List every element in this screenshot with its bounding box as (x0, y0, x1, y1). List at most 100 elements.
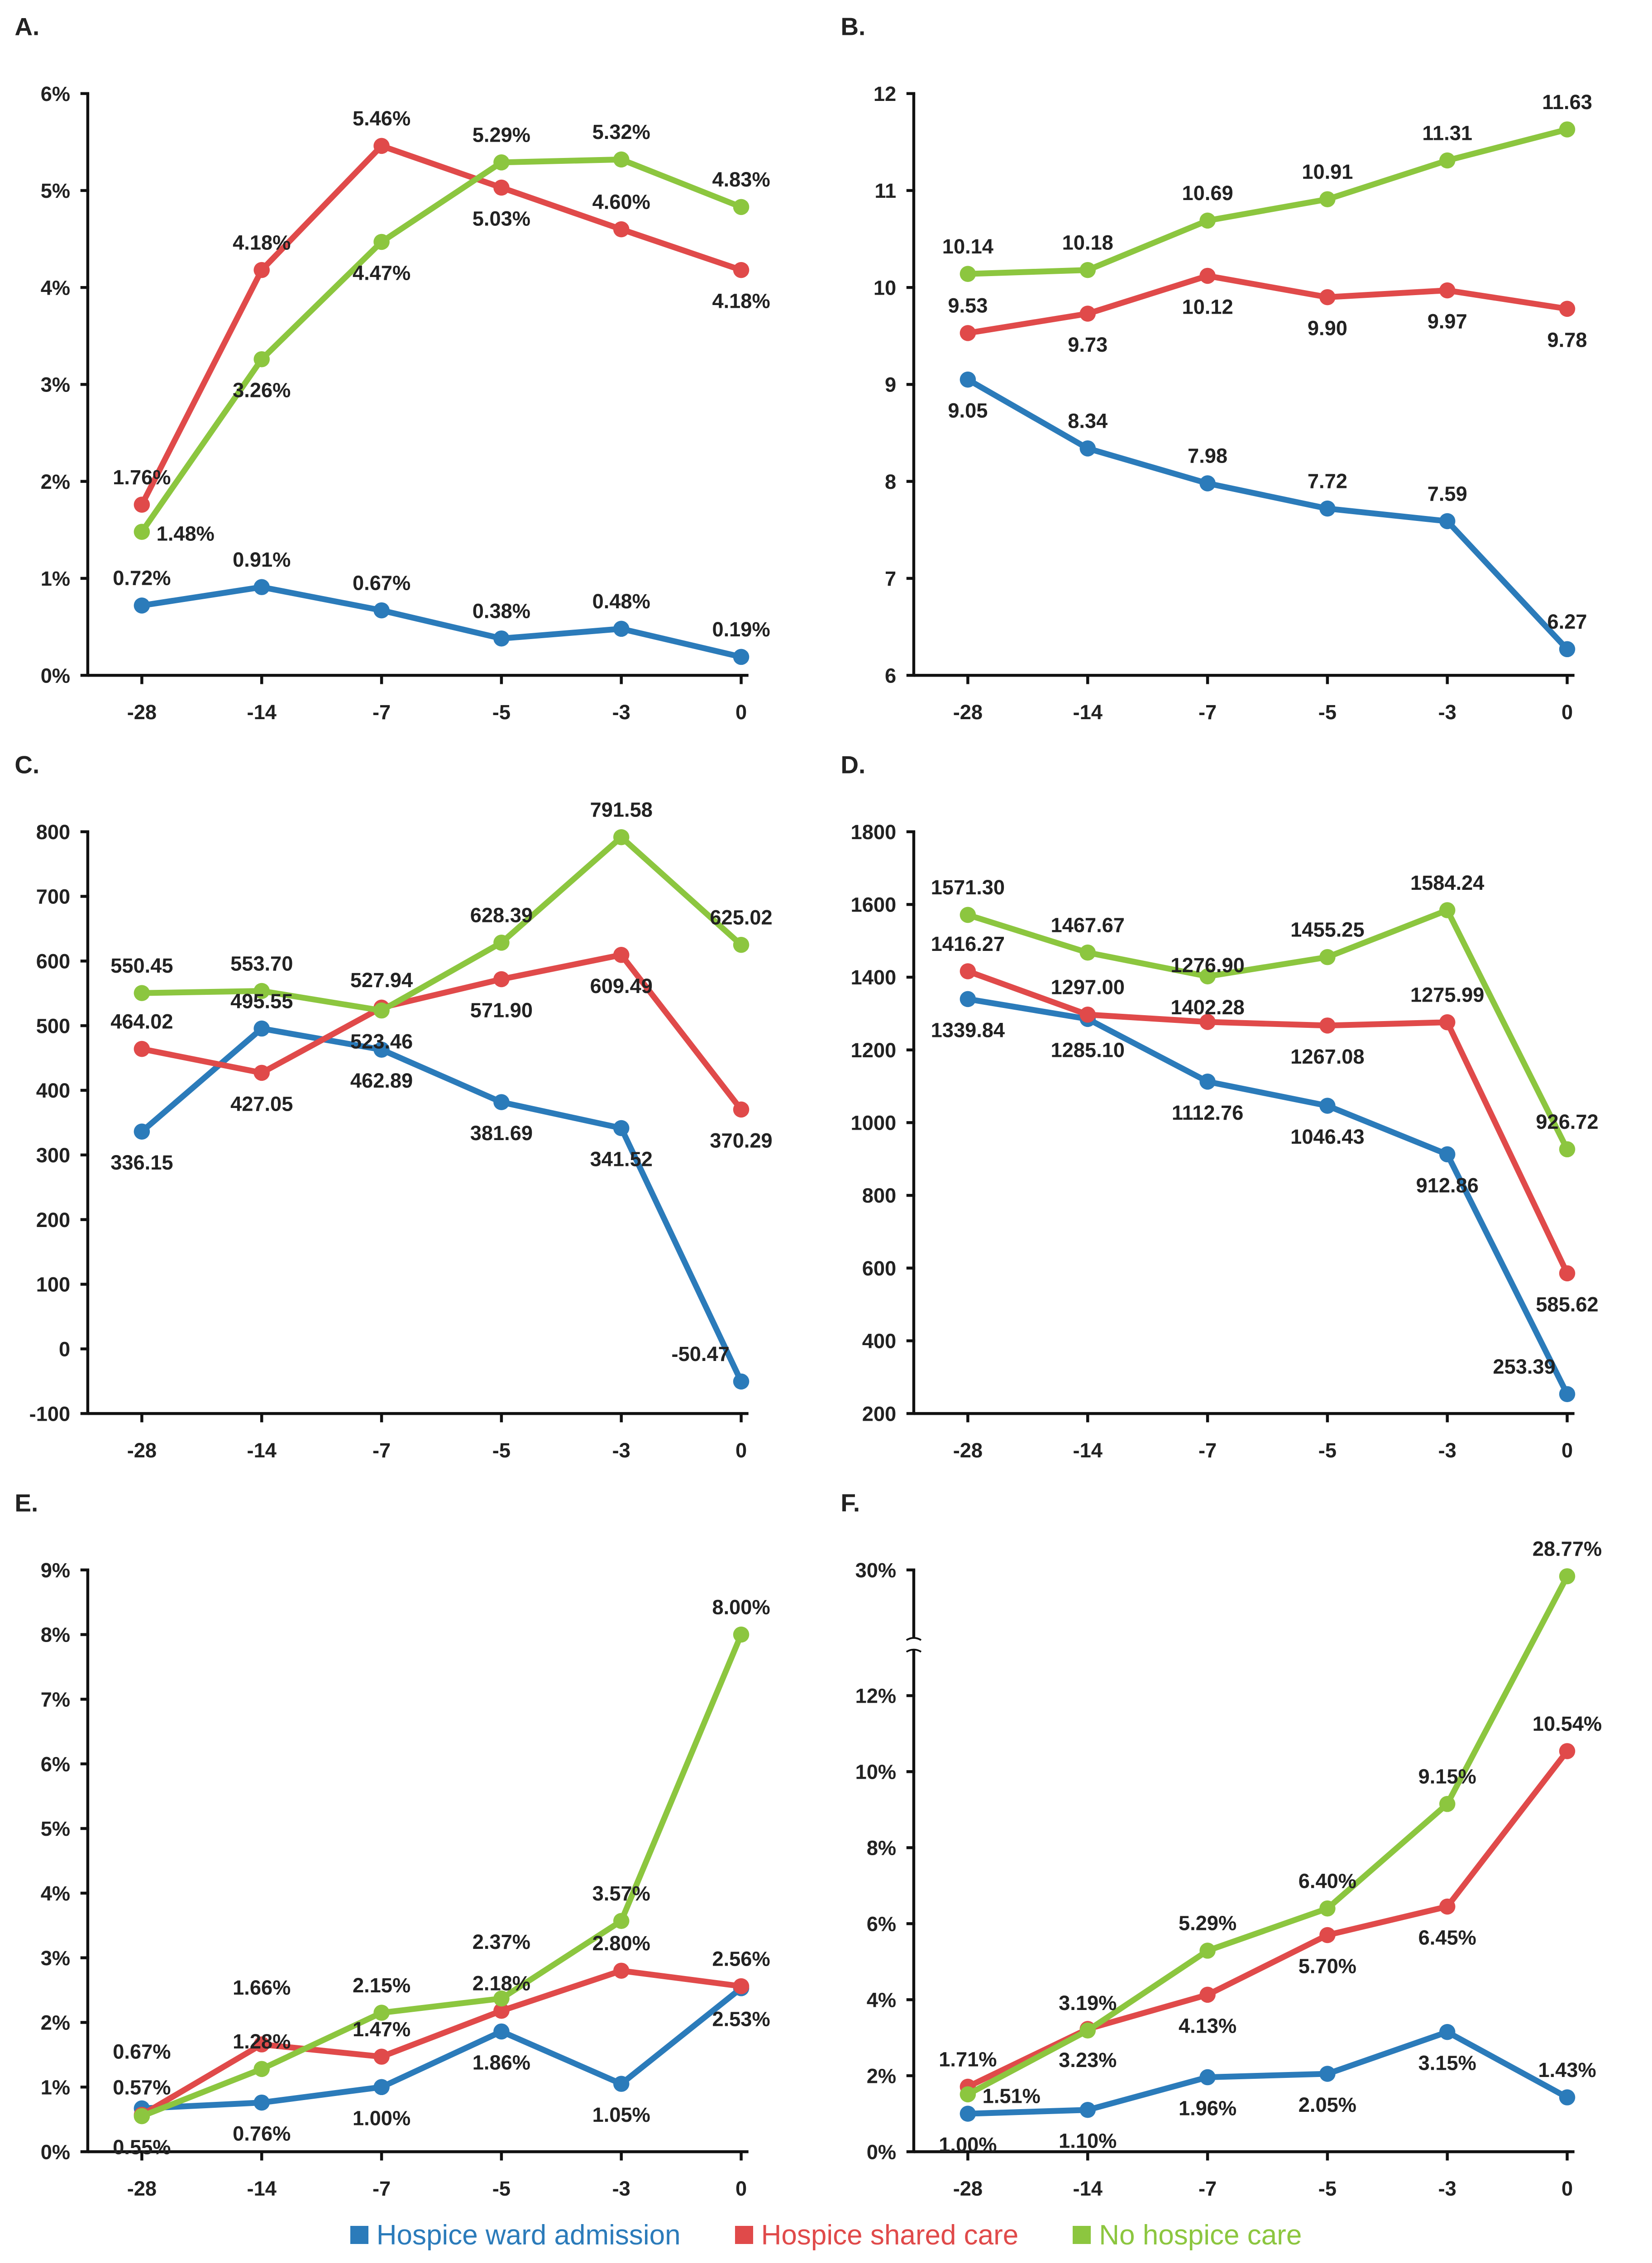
data-label: 527.94 (350, 969, 413, 992)
legend-swatch (735, 2226, 753, 2244)
data-point (613, 621, 630, 637)
data-point (1199, 267, 1216, 284)
data-point (253, 579, 270, 595)
data-point (613, 1962, 630, 1979)
data-point (960, 325, 976, 341)
data-point (1199, 212, 1216, 229)
x-tick-label: 0 (1561, 701, 1573, 724)
data-label: 7.59 (1428, 482, 1467, 505)
chart-a: A. 0% 1% 2% 3% 4% 5% 6% -28 -14 -7 -5 -3 0 0.72% 0.91% 0… (14, 13, 770, 724)
data-label: 1297.00 (1051, 976, 1125, 999)
y-tick-label: 10 (874, 276, 896, 299)
data-point (733, 1978, 750, 1995)
data-label: 1.86% (473, 2051, 530, 2074)
data-label: 4.47% (353, 261, 411, 284)
data-label: 2.53% (712, 2008, 770, 2031)
data-point (1439, 513, 1456, 530)
data-point (1559, 301, 1576, 317)
series-line-no-hospice-care (139, 156, 742, 534)
data-point (134, 985, 150, 1001)
x-tick-label: -28 (953, 1439, 983, 1462)
data-point (253, 1020, 270, 1037)
data-label: 1.71% (939, 2048, 997, 2071)
x-tick-label: -7 (372, 2177, 391, 2200)
data-label: 462.89 (350, 1069, 413, 1092)
y-tick-label: 8% (41, 1623, 70, 1647)
y-tick-label: 9 (885, 373, 896, 396)
x-tick-label: -14 (1073, 2177, 1103, 2200)
series-line-hospice-ward-admission (967, 996, 1570, 1396)
data-point (253, 2094, 270, 2111)
series-line-hospice-shared-care (966, 1749, 1570, 2090)
data-label: 791.58 (590, 798, 653, 821)
data-point (134, 597, 150, 614)
data-label: 585.62 (1536, 1293, 1598, 1316)
series-line-no-hospice-care (141, 1633, 744, 2119)
x-tick-label: -14 (1073, 701, 1103, 724)
data-label: 11.31 (1422, 121, 1472, 144)
data-point (1319, 289, 1336, 306)
data-label: 926.72 (1536, 1110, 1598, 1133)
data-label: 6.45% (1418, 1926, 1476, 1949)
data-label: 4.18% (233, 231, 291, 254)
data-label: 0.57% (113, 2076, 171, 2099)
y-tick-label: 2% (41, 470, 70, 493)
x-tick-label: -3 (1438, 1439, 1456, 1462)
y-tick-label: 2% (867, 2064, 896, 2087)
data-label: 10.14 (942, 235, 993, 258)
data-label: 1267.08 (1290, 1045, 1364, 1068)
data-point (733, 936, 750, 953)
data-label: 571.90 (470, 998, 533, 1022)
x-tick-label: -7 (372, 701, 391, 724)
panel-title: E. (14, 1489, 38, 1517)
y-tick-label: 12 (874, 82, 896, 105)
y-tick-label: 8% (867, 1836, 896, 1859)
x-tick-label: -3 (1438, 2177, 1456, 2200)
data-label: 9.97 (1428, 310, 1467, 333)
data-point (493, 2023, 510, 2040)
data-label: 2.18% (473, 1972, 530, 1995)
data-label: 2.05% (1299, 2093, 1356, 2116)
series-line-hospice-shared-care (140, 1967, 742, 2118)
panel-title: C. (14, 751, 39, 779)
data-label: 5.46% (353, 107, 411, 130)
y-tick-label: 1000 (851, 1112, 897, 1135)
data-point (1559, 641, 1576, 658)
data-label: 427.05 (230, 1092, 293, 1115)
data-point (493, 630, 510, 647)
data-label: 9.78 (1547, 328, 1587, 351)
data-label: 0.38% (473, 599, 530, 622)
data-label: 1402.28 (1170, 996, 1244, 1019)
chart-b: B. 6 7 8 9 10 11 12 -28 -14 -7 -5 -3 0 9.05 8.34 7.98 7.7… (840, 13, 1592, 724)
data-point (493, 935, 510, 951)
data-point (1319, 1017, 1336, 1034)
y-tick-label: 400 (862, 1330, 896, 1353)
y-tick-label: 2% (41, 2011, 70, 2034)
data-point (253, 351, 270, 368)
data-label: 9.90 (1308, 317, 1347, 340)
data-point (613, 151, 630, 168)
data-point (1439, 1898, 1456, 1915)
legend-label: Hospice shared care (761, 2219, 1019, 2251)
data-point (733, 1373, 750, 1390)
x-tick-label: -7 (1198, 2177, 1217, 2200)
data-label: 3.23% (1059, 2048, 1117, 2072)
data-label: 9.53 (948, 294, 988, 317)
data-label: 9.73 (1068, 333, 1108, 356)
data-label: 1584.24 (1410, 871, 1484, 894)
y-tick-label: 100 (36, 1273, 70, 1296)
x-tick-label: 0 (735, 1439, 747, 1462)
y-tick-label: 4% (41, 1882, 70, 1905)
data-point (1559, 1141, 1576, 1158)
series-line-no-hospice-care (966, 1575, 1570, 2097)
data-label: 1467.67 (1051, 913, 1125, 936)
data-point (1319, 1098, 1336, 1114)
series-line-hospice-ward-admission (966, 377, 1570, 651)
data-point (1079, 1007, 1096, 1023)
y-tick-label: 300 (36, 1144, 70, 1167)
data-point (373, 234, 390, 250)
y-tick-label: 0% (41, 2140, 70, 2163)
data-point (253, 262, 270, 278)
data-label: 523.46 (350, 1030, 413, 1053)
data-point (613, 947, 630, 963)
